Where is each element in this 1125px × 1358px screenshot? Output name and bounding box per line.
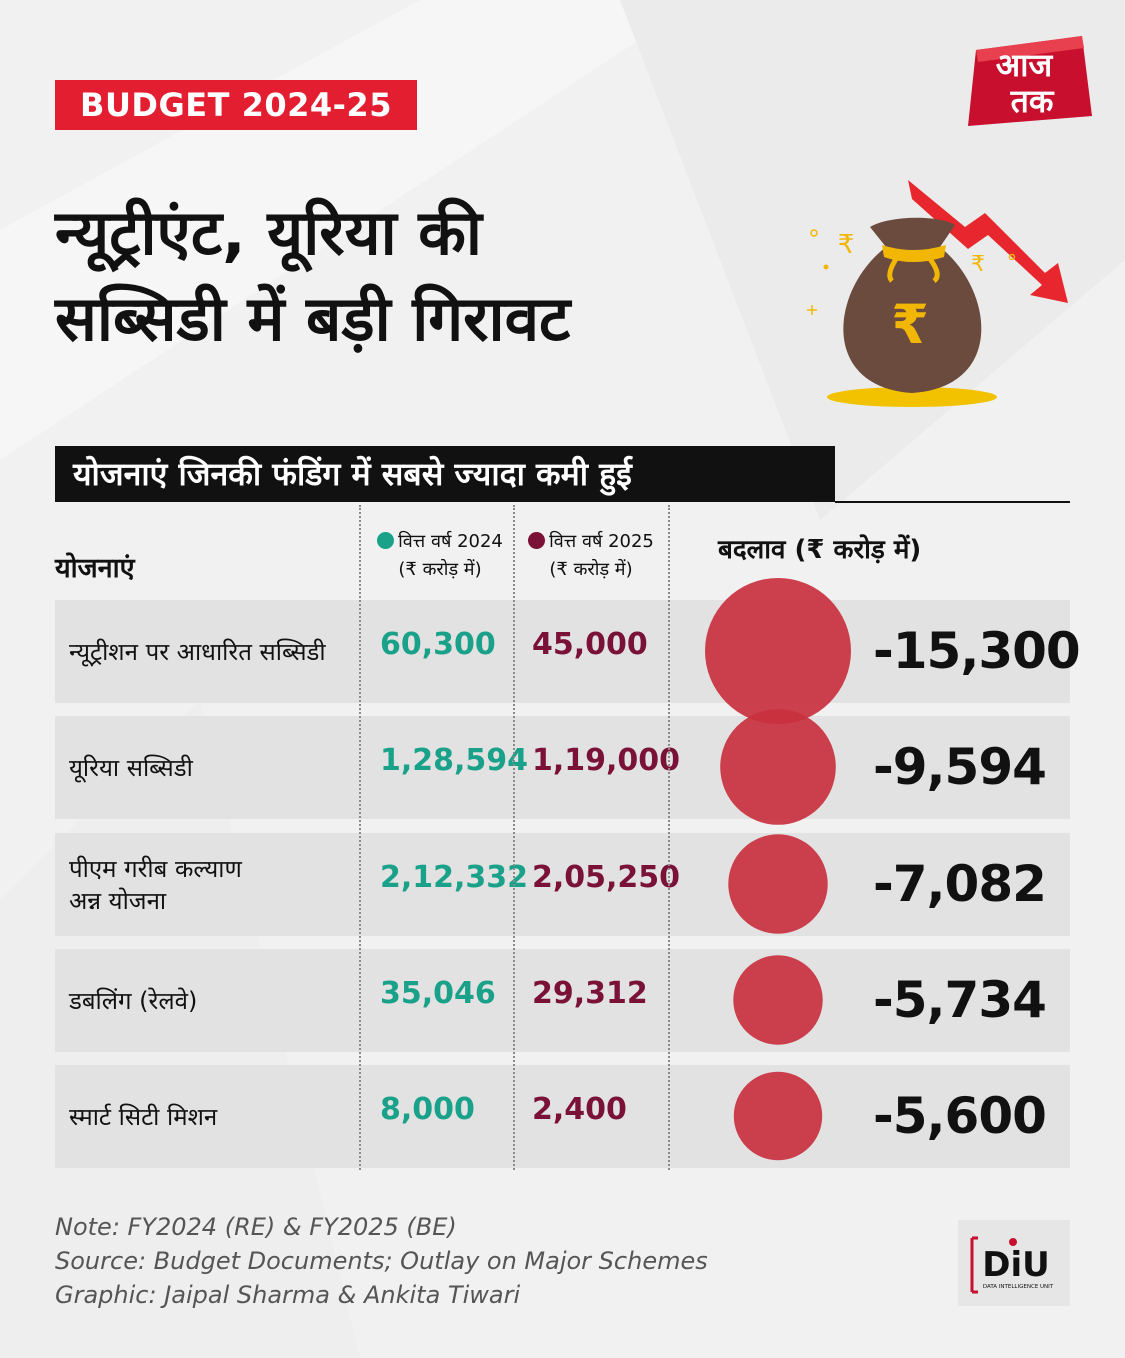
fy2025-value: 45,000 bbox=[532, 627, 648, 662]
scheme-name: पीएम गरीब कल्याण अन्न योजना bbox=[69, 854, 242, 915]
header-fy2025-line1: वित्त वर्ष 2025 bbox=[549, 531, 654, 552]
fy2025-dot-icon bbox=[528, 532, 546, 549]
scheme-name: स्मार्ट सिटी मिशन bbox=[69, 1102, 218, 1131]
table-row: पीएम गरीब कल्याण अन्न योजना 2,12,332 2,05,… bbox=[55, 833, 1070, 936]
table-row: यूरिया सब्सिडी 1,28,594 1,19,000 -9,594 bbox=[55, 716, 1070, 819]
money-bag-icon: ₹ ₹ ₹ bbox=[807, 180, 1068, 407]
budget-tag: BUDGET 2024-25 bbox=[55, 80, 417, 130]
header-fy2024: वित्त वर्ष 2024 (₹ करोड़ में) bbox=[375, 528, 505, 584]
header-scheme: योजनाएं bbox=[55, 553, 135, 584]
change-value: -5,734 bbox=[873, 971, 1047, 1029]
change-value: -5,600 bbox=[873, 1087, 1047, 1145]
fy2024-dot-icon bbox=[377, 532, 395, 549]
title-line-2: सब्सिडी में बड़ी गिरावट bbox=[55, 282, 571, 355]
header-fy2024-line1: वित्त वर्ष 2024 bbox=[398, 531, 503, 552]
fy2025-value: 2,05,250 bbox=[532, 860, 681, 895]
fy2024-value: 2,12,332 bbox=[380, 860, 529, 895]
diu-sub: DATA INTELLIGENCE UNIT bbox=[983, 1284, 1054, 1290]
column-divider-3 bbox=[668, 505, 670, 1170]
logo-line1: आज bbox=[996, 46, 1054, 84]
change-value: -15,300 bbox=[873, 622, 1081, 680]
floating-rupee-2: ₹ bbox=[971, 252, 985, 277]
header-fy2025: वित्त वर्ष 2025 (₹ करोड़ में) bbox=[526, 528, 656, 584]
fy2025-value: 2,400 bbox=[532, 1092, 627, 1127]
diu-main: DiU bbox=[982, 1245, 1050, 1285]
aaj-tak-logo: आज तक bbox=[968, 36, 1092, 126]
fy2024-value: 35,046 bbox=[380, 976, 496, 1011]
change-value: -9,594 bbox=[873, 738, 1047, 796]
header-fy2025-line2: (₹ करोड़ में) bbox=[549, 559, 633, 580]
footnotes: Note: FY2024 (RE) & FY2025 (BE) Source: … bbox=[55, 1210, 708, 1312]
column-divider-1 bbox=[359, 505, 361, 1170]
scheme-name: यूरिया सब्सिडी bbox=[69, 753, 193, 782]
fy2025-value: 29,312 bbox=[532, 976, 648, 1011]
source-line: Source: Budget Documents; Outlay on Majo… bbox=[55, 1247, 708, 1275]
bag-rupee-symbol: ₹ bbox=[891, 293, 929, 356]
header-fy2024-line2: (₹ करोड़ में) bbox=[398, 559, 482, 580]
diu-logo: DiU DATA INTELLIGENCE UNIT bbox=[958, 1220, 1070, 1306]
scheme-name: न्यूट्रीशन पर आधारित सब्सिडी bbox=[69, 637, 326, 666]
fy2025-value: 1,19,000 bbox=[532, 743, 681, 778]
table-row: डबलिंग (रेलवे) 35,046 29,312 -5,734 bbox=[55, 949, 1070, 1052]
credit-line: Graphic: Jaipal Sharma & Ankita Tiwari bbox=[55, 1281, 521, 1309]
fy2024-value: 60,300 bbox=[380, 627, 496, 662]
table-row: स्मार्ट सिटी मिशन 8,000 2,400 -5,600 bbox=[55, 1065, 1070, 1168]
title-line-1: न्यूट्रीएंट, यूरिया की bbox=[55, 196, 482, 269]
column-divider-2 bbox=[513, 505, 515, 1170]
floating-rupee-1: ₹ bbox=[838, 230, 855, 260]
subtitle-rule bbox=[835, 501, 1070, 503]
logo-line2: तक bbox=[1010, 82, 1055, 120]
page-title: न्यूट्रीएंट, यूरिया की सब्सिडी में बड़ी … bbox=[55, 190, 775, 362]
scheme-name: डबलिंग (रेलवे) bbox=[69, 986, 198, 1015]
fy2024-value: 8,000 bbox=[380, 1092, 475, 1127]
change-value: -7,082 bbox=[873, 855, 1047, 913]
header-change: बदलाव (₹ करोड़ में) bbox=[718, 535, 922, 565]
section-subtitle: योजनाएं जिनकी फंडिंग में सबसे ज्यादा कमी… bbox=[55, 446, 835, 502]
note-line: Note: FY2024 (RE) & FY2025 (BE) bbox=[55, 1213, 457, 1241]
table-row: न्यूट्रीशन पर आधारित सब्सिडी 60,300 45,000… bbox=[55, 600, 1081, 703]
fy2024-value: 1,28,594 bbox=[380, 743, 529, 778]
